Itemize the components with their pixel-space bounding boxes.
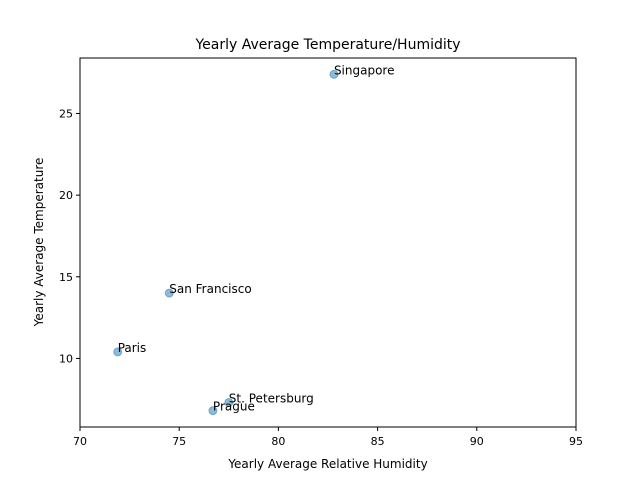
x-tick-label: 70 [73,435,87,448]
x-axis-label: Yearly Average Relative Humidity [227,457,427,471]
x-tick-label: 75 [172,435,186,448]
chart-title: Yearly Average Temperature/Humidity [194,37,460,53]
point-label: St. Petersburg [229,392,314,406]
plot-frame [79,57,577,428]
data-point [224,398,234,408]
x-tick-label: 90 [470,435,484,448]
data-point [329,69,339,79]
x-tick-label: 85 [371,435,385,448]
y-tick-label: 25 [59,108,73,121]
data-point [164,288,174,298]
y-axis-label: Yearly Average Temperature [32,158,46,328]
data-point [208,406,218,416]
x-axis-ticks: 70 75 80 85 90 95 [73,427,583,448]
point-labels-layer: Singapore San Francisco Paris St. Petersbur… [118,63,395,413]
data-point [113,347,123,357]
x-tick-label: 95 [569,435,583,448]
x-tick-label: 80 [271,435,285,448]
point-label: Prague [213,400,255,414]
point-label: Paris [118,341,147,355]
y-axis-ticks: 10 15 20 25 [59,108,80,365]
y-tick-label: 10 [59,352,73,365]
point-label: Singapore [334,63,395,77]
points-layer [113,69,339,416]
point-label: San Francisco [169,282,251,296]
y-tick-label: 15 [59,271,73,284]
y-tick-label: 20 [59,189,73,202]
